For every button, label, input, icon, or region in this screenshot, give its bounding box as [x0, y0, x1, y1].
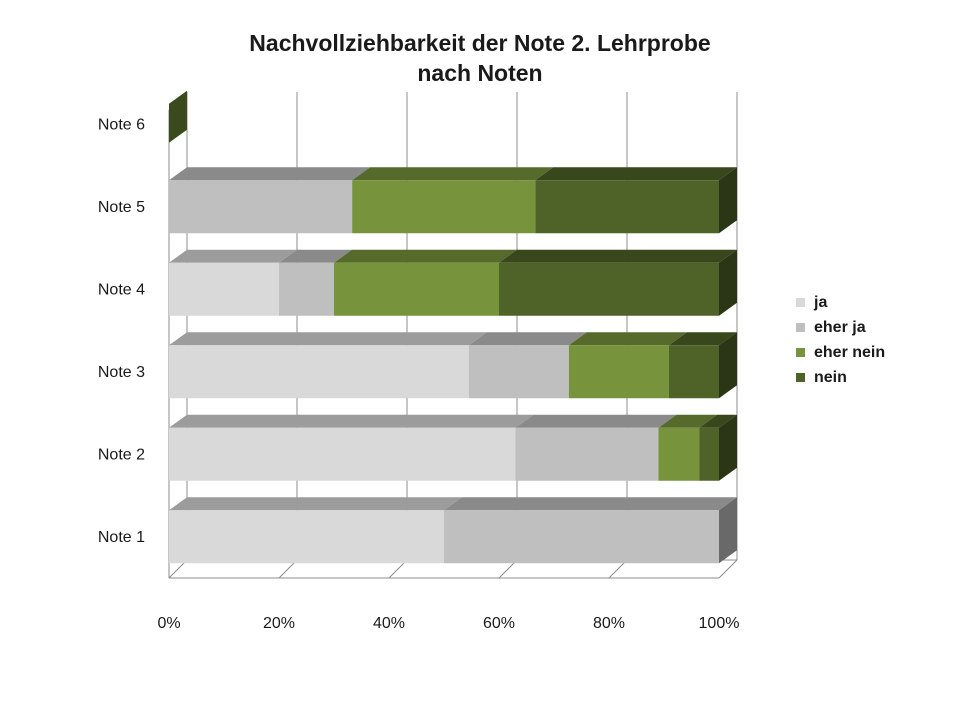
legend-label-nein: nein [814, 368, 847, 386]
legend: ja eher ja eher nein nein [796, 290, 885, 390]
legend-swatch-eher-nein [796, 348, 805, 357]
category-label-note-1: Note 1 [98, 529, 145, 546]
x-tick-label: 20% [263, 615, 295, 632]
legend-item-eher-ja: eher ja [796, 315, 885, 340]
x-tick-label: 0% [157, 615, 180, 632]
category-label-note-6: Note 6 [98, 116, 145, 133]
bar-note-5-nein-top [535, 167, 737, 181]
bar-note-5-side [719, 167, 737, 234]
bar-note-5-eher-ja-top [169, 167, 371, 181]
bar-note-4-nein-top [499, 249, 737, 263]
bar-note-2-eher-nein [658, 427, 700, 481]
chart-title-line-2: nach Noten [417, 60, 543, 86]
legend-label-eher-nein: eher nein [814, 343, 886, 361]
bar-note-4-nein [499, 262, 719, 316]
bar-note-5-eher-ja [169, 180, 353, 234]
bar-note-4-ja [169, 262, 279, 316]
bar-note-4-side [719, 249, 737, 316]
bar-note-3-eher-nein-top [568, 332, 687, 346]
legend-swatch-eher-ja [796, 323, 805, 332]
bar-note-1-eher-ja-top [444, 497, 737, 511]
x-tick-label: 80% [593, 615, 625, 632]
bar-note-2-nein [699, 427, 719, 481]
bar-note-4-eher-nein-top [334, 249, 517, 263]
chart-title: Nachvollziehbarkeit der Note 2. Lehrprob… [150, 28, 810, 88]
bar-note-4-eher-nein [334, 262, 499, 316]
category-label-note-5: Note 5 [98, 199, 145, 216]
bar-note-6-empty [169, 90, 187, 143]
bar-note-3-ja [169, 345, 469, 399]
bar-note-2-eher-ja-top [515, 414, 677, 428]
chart-title-line-1: Nachvollziehbarkeit der Note 2. Lehrprob… [249, 30, 711, 56]
bar-note-1-side [719, 497, 737, 564]
bar-note-3-eher-ja [468, 345, 569, 399]
x-tick-label: 100% [699, 615, 740, 632]
legend-label-ja: ja [814, 293, 828, 311]
bar-note-5-eher-nein-top [352, 167, 554, 181]
bar-note-2-ja [169, 427, 516, 481]
gridline-floor [718, 559, 738, 579]
category-label-note-2: Note 2 [98, 446, 145, 463]
x-tick-label: 40% [373, 615, 405, 632]
legend-label-eher-ja: eher ja [814, 318, 866, 336]
category-label-note-4: Note 4 [98, 281, 145, 298]
legend-item-eher-nein: eher nein [796, 340, 885, 365]
bar-note-5-eher-nein [352, 180, 536, 234]
bar-note-2-side [719, 414, 737, 481]
bar-note-5-nein [535, 180, 719, 234]
legend-item-nein: nein [796, 365, 885, 390]
legend-swatch-nein [796, 373, 805, 382]
bar-note-3-eher-nein [568, 345, 669, 399]
bar-note-3-eher-ja-top [468, 332, 587, 346]
bar-note-1-ja-top [169, 497, 462, 511]
bar-note-1-eher-ja [444, 510, 719, 564]
bar-note-3-ja-top [169, 332, 487, 346]
bar-note-4-ja-top [169, 249, 297, 263]
bar-note-2-eher-ja [515, 427, 659, 481]
bar-note-2-eher-nein-top [658, 414, 718, 428]
bar-note-4-eher-ja [279, 262, 334, 316]
x-tick-label: 60% [483, 615, 515, 632]
category-label-note-3: Note 3 [98, 364, 145, 381]
bar-note-3-side [719, 332, 737, 399]
bar-note-1-ja [169, 510, 444, 564]
legend-item-ja: ja [796, 290, 885, 315]
bar-note-2-nein-top [699, 414, 737, 428]
bar-note-3-nein [668, 345, 719, 399]
bar-note-4-eher-ja-top [279, 249, 352, 263]
bar-note-2-ja-top [169, 414, 534, 428]
legend-swatch-ja [796, 298, 805, 307]
bar-note-3-nein-top [668, 332, 737, 346]
